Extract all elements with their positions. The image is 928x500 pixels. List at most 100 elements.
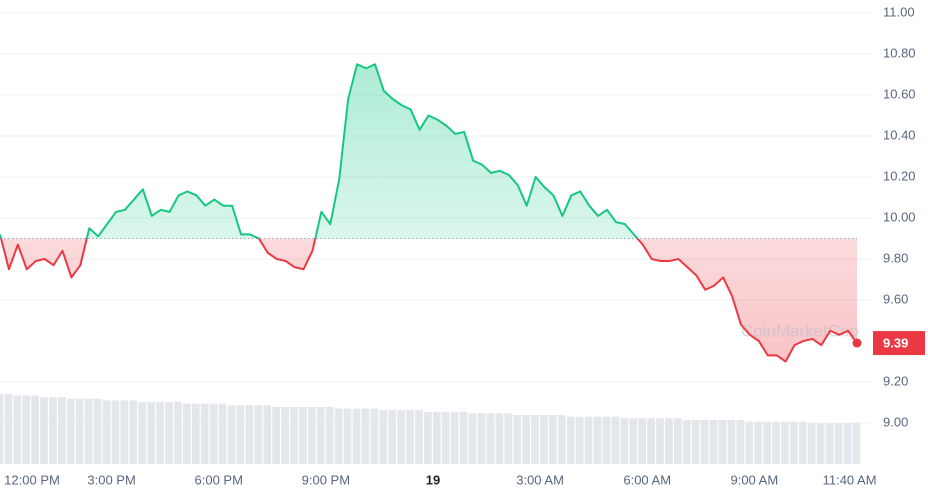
volume-bar [834,423,843,464]
y-tick-label: 10.80 [883,45,916,60]
volume-bar [593,416,602,464]
volume-bar [513,415,522,464]
volume-bar [504,413,513,464]
volume-bar [102,400,111,464]
volume-bar [388,410,397,464]
volume-bar [120,400,129,464]
volume-bar [183,403,191,464]
volume-bar [93,398,102,464]
x-tick-label: 3:00 PM [87,472,135,487]
volume-bar [665,418,673,464]
volume-bar [682,419,691,464]
volume-bar [807,423,816,464]
volume-bar [299,406,307,464]
volume-bar [540,415,548,464]
x-tick-label: 12:00 PM [4,472,60,487]
volume-bar [727,419,736,464]
volume-bar [316,406,325,464]
volume-bar [486,413,495,464]
volume-bar [754,421,763,464]
volume-bar [638,418,647,464]
volume-bar [584,416,593,464]
volume-bar [441,411,450,464]
volume-bar [138,402,147,464]
volume-bar [477,413,486,464]
x-tick-label: 6:00 AM [623,472,671,487]
volume-bar [0,393,4,464]
volume-bar [798,421,807,464]
volume-bar [620,418,629,464]
y-tick-label: 9.20 [883,373,908,388]
volume-bar [432,411,441,464]
volume-bar [174,402,182,464]
volume-bar [557,415,566,464]
volume-bar [781,421,789,464]
volume-bar [745,421,754,464]
volume-bar [254,405,263,464]
volume-bar [343,408,352,464]
x-tick-label: 11:40 AM [823,472,877,487]
volume-bar [379,410,388,464]
volume-bar [459,411,468,464]
volume-bar [468,413,477,464]
x-tick-label: 3:00 AM [516,472,564,487]
volume-bar [58,397,66,464]
volume-bar [816,423,825,464]
volume-bar [450,411,459,464]
volume-bar [165,402,173,464]
y-tick-label: 11.00 [883,4,915,19]
volume-bar [84,398,93,464]
area [0,64,857,362]
volume-bar [111,400,120,464]
volume-bar [718,419,727,464]
volume-bar [209,403,218,464]
volume-bar [843,423,852,464]
y-tick-label: 9.00 [883,414,908,429]
volume-bar [790,421,798,464]
volume-bar [66,398,75,464]
volume-bar [334,408,343,464]
price-line-down [0,238,858,363]
y-tick-label: 9.80 [883,250,908,265]
x-tick-label: 19 [426,472,440,487]
volume-bar [31,395,39,464]
volume-bar [406,410,414,464]
y-tick-label: 10.00 [883,209,916,224]
lines [0,63,862,363]
volume-bar [531,415,539,464]
volume-bar [40,397,48,464]
volume-bar [549,415,557,464]
volume-bar [49,397,57,464]
volume-bar [424,411,432,464]
volume-bar [656,418,664,464]
volume-bar [629,418,638,464]
y-tick-label: 10.20 [883,168,916,183]
x-tick-label: 9:00 PM [302,472,350,487]
volume-bar [673,418,682,464]
volume-bar [13,395,22,464]
volume-bar [415,410,423,464]
price-tag-label: 9.39 [883,335,908,350]
volume-bar [325,406,334,464]
volume-bar [352,408,361,464]
volume-bar [647,418,655,464]
x-tick-label: 6:00 PM [195,472,243,487]
volume-bar [75,398,84,464]
volume-bar [147,402,156,464]
volume-bar [191,403,200,464]
volume-bar [700,419,709,464]
volume-bar [709,419,718,464]
last-point [852,338,862,348]
area-down [0,238,857,362]
volume-bar [245,405,254,464]
volume-bar [575,416,584,464]
volume-bar [361,408,370,464]
volume-bar [736,419,745,464]
y-tick-label: 10.60 [883,86,916,101]
volume-bar [156,402,164,464]
volume-bar [218,403,227,464]
volume-bar [22,395,31,464]
x-tick-label: 9:00 AM [730,472,778,487]
volume-bar [263,405,272,464]
